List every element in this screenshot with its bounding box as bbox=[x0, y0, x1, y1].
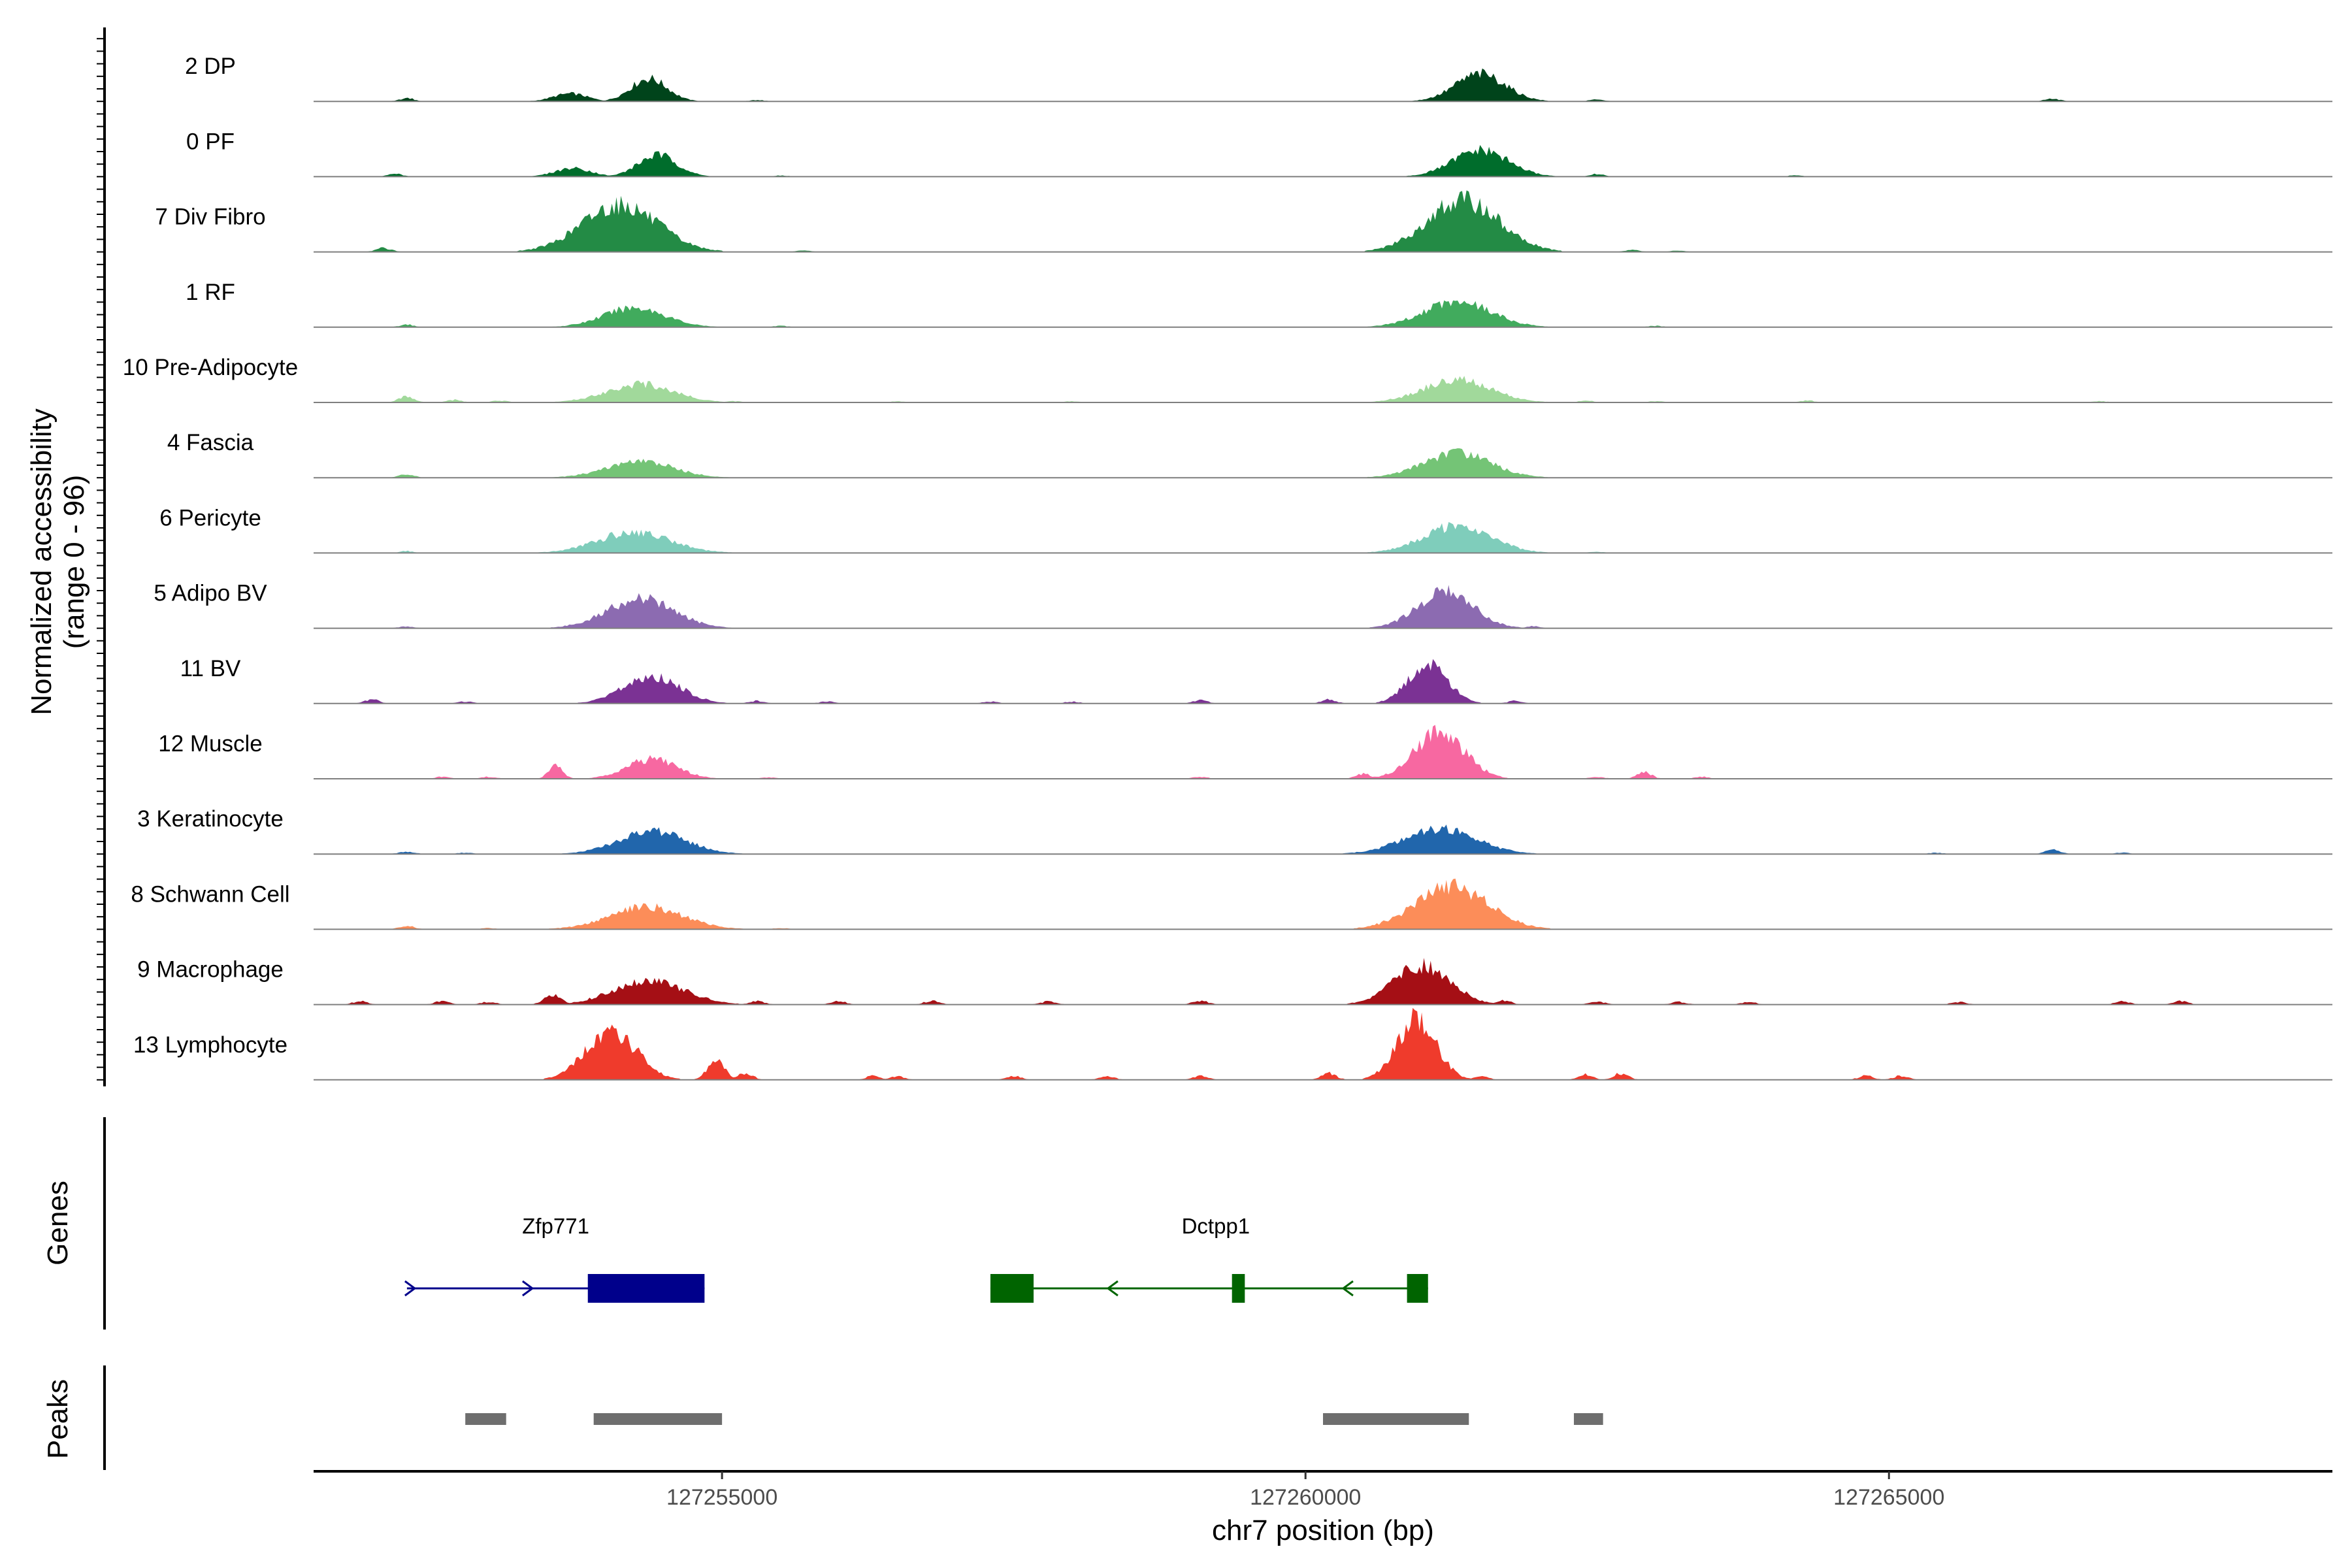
gene-marks: Zfp771 Dctpp1 bbox=[404, 1214, 1428, 1303]
gene-exon bbox=[1407, 1274, 1428, 1303]
track-label: 0 PF bbox=[186, 129, 235, 154]
x-tick-label: 127255000 bbox=[666, 1485, 777, 1510]
peak-region bbox=[593, 1413, 723, 1425]
track-label: 13 Lymphocyte bbox=[133, 1032, 287, 1058]
strand-chevron bbox=[1106, 1280, 1119, 1297]
genes-panel: Genes Zfp771 Dctpp1 bbox=[42, 1117, 1428, 1330]
x-tick-label: 127260000 bbox=[1250, 1485, 1361, 1510]
track-label: 2 DP bbox=[185, 54, 236, 79]
coverage-y-axis-ticks bbox=[97, 38, 105, 1081]
track-7-div-fibro: 7 Div Fibro bbox=[155, 190, 2332, 253]
peaks-panel-title: Peaks bbox=[42, 1379, 74, 1459]
coverage-y-axis-range: (range 0 - 96) bbox=[58, 475, 90, 649]
gene-exon bbox=[990, 1274, 1034, 1303]
x-axis-ticks: 127255000 127260000 127265000 bbox=[666, 1471, 1944, 1510]
gene-name-label: Dctpp1 bbox=[1182, 1214, 1250, 1238]
gene-zfp771: Zfp771 bbox=[404, 1214, 705, 1303]
x-axis: 127255000 127260000 127265000 chr7 positio… bbox=[314, 1470, 2332, 1546]
track-3-keratinocyte: 3 Keratinocyte bbox=[137, 806, 2332, 855]
track-11-bv: 11 BV bbox=[180, 656, 2332, 704]
genes-panel-title: Genes bbox=[42, 1181, 74, 1266]
track-label: 12 Muscle bbox=[158, 731, 263, 757]
strand-chevron bbox=[522, 1280, 534, 1297]
coverage-panel: 2 DP 0 PF 7 Div Fibro 1 RF 10 Pre-Adipocyte 4… bbox=[97, 27, 2332, 1086]
track-label: 10 Pre-Adipocyte bbox=[123, 355, 298, 380]
gene-name-label: Zfp771 bbox=[522, 1214, 589, 1238]
track-6-pericyte: 6 Pericyte bbox=[159, 505, 2332, 554]
track-label: 5 Adipo BV bbox=[154, 581, 267, 606]
x-axis-title: chr7 position (bp) bbox=[1212, 1514, 1434, 1546]
coverage-y-axis-label: Normalized accessibility bbox=[25, 408, 57, 715]
track-9-macrophage: 9 Macrophage bbox=[137, 957, 2332, 1005]
strand-chevron bbox=[404, 1280, 417, 1297]
peak-region bbox=[1323, 1413, 1469, 1425]
track-5-adipo-bv: 5 Adipo BV bbox=[154, 581, 2332, 629]
gene-exon bbox=[1232, 1274, 1245, 1303]
track-12-muscle: 12 Muscle bbox=[158, 725, 2332, 779]
track-label: 9 Macrophage bbox=[137, 957, 284, 983]
coverage-tracks: 2 DP 0 PF 7 Div Fibro 1 RF 10 Pre-Adipocyte 4… bbox=[123, 54, 2332, 1081]
track-label: 11 BV bbox=[180, 656, 241, 681]
strand-chevron bbox=[1341, 1280, 1354, 1297]
track-label: 4 Fascia bbox=[167, 430, 254, 455]
track-0-pf: 0 PF bbox=[186, 129, 2332, 178]
gene-exon bbox=[587, 1274, 705, 1303]
coverage-y-axis-title: Normalized accessibility (range 0 - 96) bbox=[25, 408, 90, 715]
track-10-pre-adipocyte: 10 Pre-Adipocyte bbox=[123, 355, 2332, 403]
track-1-rf: 1 RF bbox=[186, 280, 2332, 328]
track-label: 1 RF bbox=[186, 280, 235, 305]
track-13-lymphocyte: 13 Lymphocyte bbox=[133, 1007, 2332, 1081]
track-label: 8 Schwann Cell bbox=[131, 881, 289, 907]
track-label: 3 Keratinocyte bbox=[137, 806, 284, 832]
peak-region bbox=[1574, 1413, 1603, 1425]
x-tick-label: 127265000 bbox=[1833, 1485, 1944, 1510]
gene-dctpp1: Dctpp1 bbox=[990, 1214, 1428, 1303]
peak-region bbox=[465, 1413, 506, 1425]
track-4-fascia: 4 Fascia bbox=[167, 430, 2332, 479]
peak-marks bbox=[465, 1413, 1603, 1425]
track-8-schwann-cell: 8 Schwann Cell bbox=[131, 878, 2332, 930]
peaks-panel: Peaks bbox=[42, 1365, 1603, 1470]
track-label: 7 Div Fibro bbox=[155, 204, 265, 230]
track-2-dp: 2 DP bbox=[185, 54, 2332, 103]
track-label: 6 Pericyte bbox=[159, 505, 261, 531]
